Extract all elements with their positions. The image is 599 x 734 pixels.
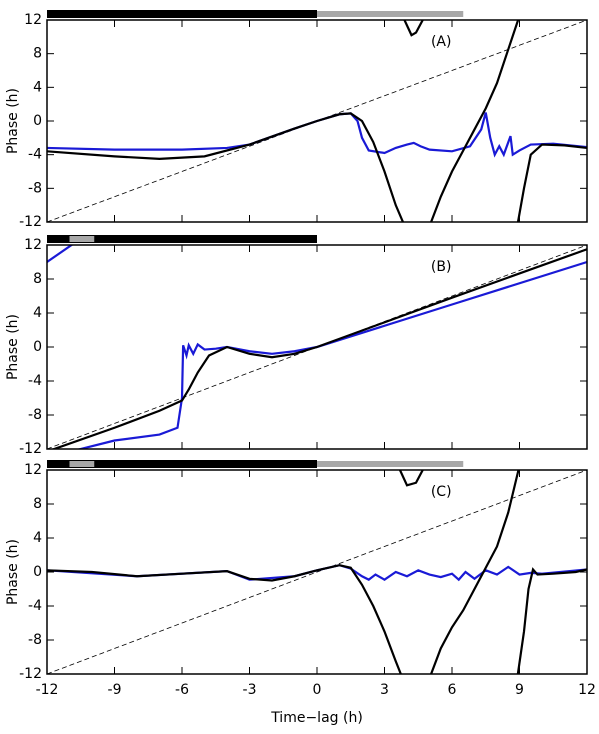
y-tick-label: -4 bbox=[28, 373, 42, 389]
y-axis-label: Phase (h) bbox=[5, 539, 21, 605]
y-tick-label: 4 bbox=[33, 79, 42, 95]
curve bbox=[47, 20, 587, 222]
plot-area bbox=[47, 20, 587, 222]
y-axis-label: Phase (h) bbox=[5, 314, 21, 380]
y-tick-label: 0 bbox=[33, 113, 42, 129]
y-tick-label: -8 bbox=[28, 180, 42, 196]
range-bar bbox=[69, 461, 95, 467]
y-tick-label: -4 bbox=[28, 147, 42, 163]
reference-line bbox=[47, 470, 587, 674]
y-tick-label: 12 bbox=[24, 462, 42, 478]
x-tick-label: -9 bbox=[108, 682, 122, 698]
range-bar bbox=[317, 11, 464, 17]
y-tick-label: -8 bbox=[28, 407, 42, 423]
curve bbox=[47, 112, 587, 158]
y-tick-label: 12 bbox=[24, 12, 42, 28]
range-bar bbox=[47, 10, 317, 18]
plot-area bbox=[47, 470, 587, 674]
curve bbox=[50, 248, 587, 449]
x-axis-label: Time−lag (h) bbox=[270, 710, 363, 726]
x-tick-label: -6 bbox=[175, 682, 189, 698]
y-tick-label: -12 bbox=[19, 666, 42, 682]
x-tick-label: -12 bbox=[36, 682, 59, 698]
x-tick-label: 12 bbox=[578, 682, 596, 698]
y-tick-label: -12 bbox=[19, 214, 42, 230]
y-tick-label: 4 bbox=[33, 305, 42, 321]
y-tick-label: 12 bbox=[24, 237, 42, 253]
y-tick-label: -8 bbox=[28, 632, 42, 648]
y-tick-label: 8 bbox=[33, 46, 42, 62]
x-tick-label: 0 bbox=[313, 682, 322, 698]
curve bbox=[47, 245, 587, 449]
range-bar bbox=[69, 236, 95, 242]
curve bbox=[47, 470, 587, 674]
y-tick-label: 8 bbox=[33, 496, 42, 512]
panel-label: (B) bbox=[431, 259, 452, 275]
y-tick-label: 8 bbox=[33, 271, 42, 287]
x-tick-label: 3 bbox=[380, 682, 389, 698]
panel-label: (C) bbox=[431, 484, 452, 500]
y-axis-label: Phase (h) bbox=[5, 88, 21, 154]
range-bar bbox=[47, 460, 317, 468]
panel-label: (A) bbox=[431, 34, 452, 50]
plot-area bbox=[47, 245, 587, 449]
x-tick-label: 6 bbox=[448, 682, 457, 698]
y-tick-label: -12 bbox=[19, 441, 42, 457]
x-tick-label: 9 bbox=[515, 682, 524, 698]
y-tick-label: -4 bbox=[28, 598, 42, 614]
x-tick-label: -3 bbox=[243, 682, 257, 698]
y-tick-label: 0 bbox=[33, 564, 42, 580]
range-bar bbox=[317, 461, 464, 467]
y-tick-label: 0 bbox=[33, 339, 42, 355]
y-tick-label: 4 bbox=[33, 530, 42, 546]
range-bar bbox=[47, 235, 317, 243]
